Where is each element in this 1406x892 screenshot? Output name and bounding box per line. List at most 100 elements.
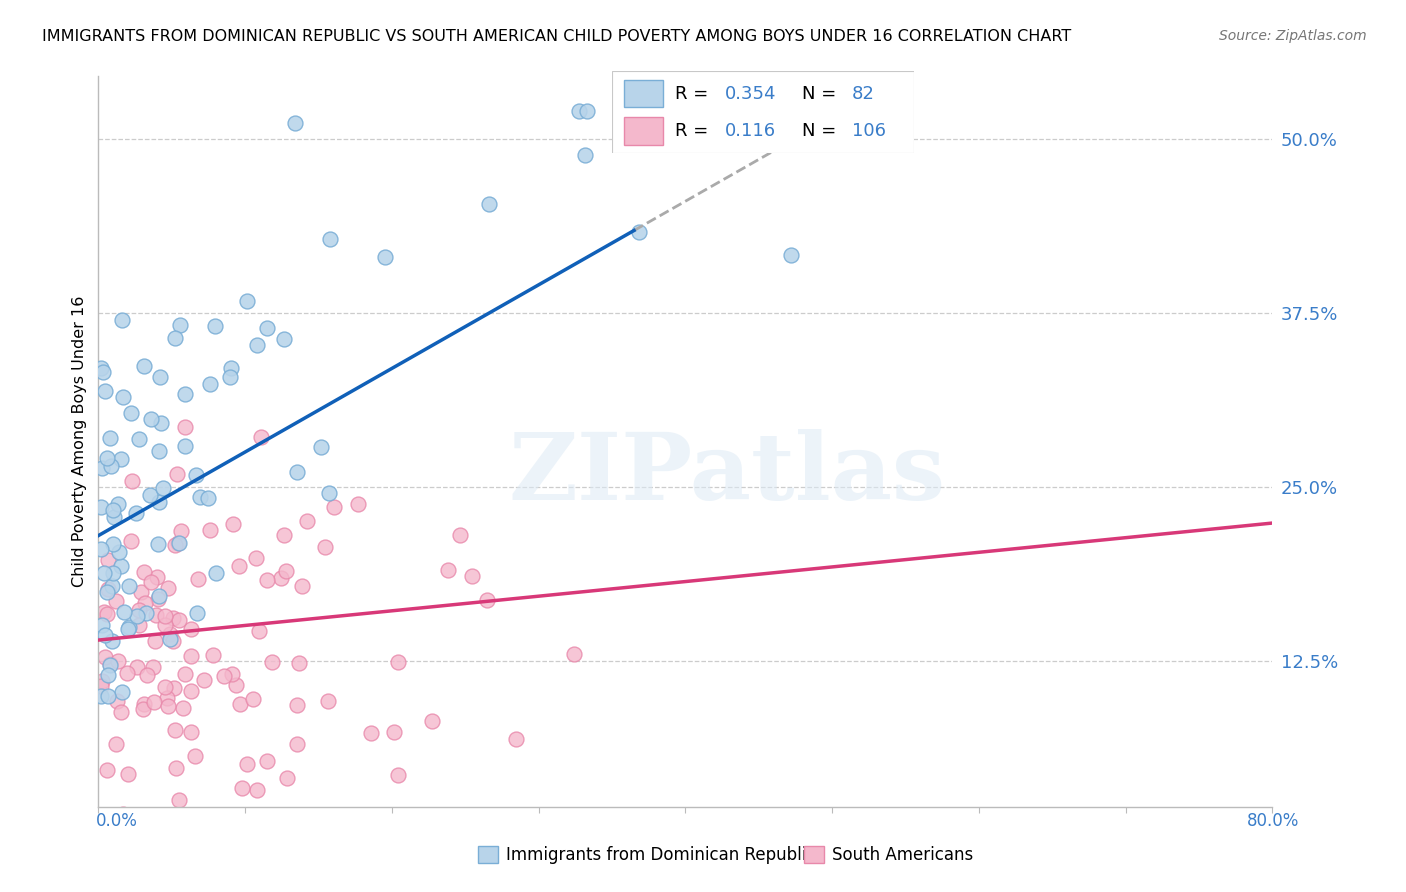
Point <box>173 387 195 401</box>
Point <box>112 807 135 822</box>
Point <box>174 439 197 453</box>
Point <box>218 369 240 384</box>
Point <box>688 122 710 136</box>
Text: R =: R = <box>675 85 714 103</box>
Point <box>139 488 162 502</box>
Point <box>436 563 458 577</box>
Point <box>162 634 184 648</box>
Point <box>461 568 484 582</box>
Point <box>148 591 170 606</box>
Point <box>117 622 139 636</box>
Point <box>91 365 114 379</box>
Point <box>112 605 135 619</box>
Point <box>148 589 170 603</box>
Point <box>100 579 122 593</box>
Point <box>90 674 112 689</box>
Point <box>197 491 219 505</box>
Point <box>172 701 194 715</box>
Point <box>165 723 187 737</box>
Point <box>107 655 129 669</box>
Point <box>125 609 148 624</box>
Point <box>221 516 243 531</box>
Point <box>387 655 409 669</box>
Point <box>165 761 187 775</box>
Point <box>180 725 202 739</box>
Point <box>374 250 396 264</box>
Point <box>779 248 801 262</box>
Point <box>273 528 295 542</box>
Point <box>155 680 177 694</box>
Point <box>163 331 186 345</box>
Point <box>236 757 259 772</box>
Point <box>97 553 120 567</box>
Point <box>162 681 184 696</box>
Point <box>382 724 405 739</box>
Point <box>231 781 253 796</box>
Point <box>121 475 143 489</box>
Point <box>93 628 115 642</box>
Point <box>276 772 298 786</box>
Y-axis label: Child Poverty Among Boys Under 16: Child Poverty Among Boys Under 16 <box>72 296 87 587</box>
Point <box>149 416 172 430</box>
Point <box>180 622 202 636</box>
Point <box>105 737 128 751</box>
Point <box>221 667 243 681</box>
Text: Immigrants from Dominican Republic: Immigrants from Dominican Republic <box>506 846 815 863</box>
Point <box>204 318 226 333</box>
Point <box>167 536 190 550</box>
Point <box>318 486 340 500</box>
Point <box>93 605 115 619</box>
Point <box>101 566 124 581</box>
Text: Source: ZipAtlas.com: Source: ZipAtlas.com <box>1219 29 1367 43</box>
Point <box>134 596 156 610</box>
Point <box>188 490 211 504</box>
Point <box>134 698 156 712</box>
Point <box>112 390 135 404</box>
Point <box>105 694 128 708</box>
Point <box>90 500 112 515</box>
Point <box>347 497 370 511</box>
Point <box>285 737 308 751</box>
Point <box>100 657 122 671</box>
Point <box>110 705 132 719</box>
Text: N =: N = <box>801 85 842 103</box>
Point <box>319 232 342 246</box>
Point <box>128 618 150 632</box>
Point <box>285 698 308 713</box>
Point <box>103 510 125 524</box>
Point <box>148 444 170 458</box>
Point <box>201 807 224 822</box>
Point <box>157 699 180 714</box>
Point <box>96 584 118 599</box>
Point <box>475 593 498 607</box>
Point <box>107 497 129 511</box>
Point <box>101 634 124 648</box>
Point <box>128 432 150 446</box>
Point <box>169 318 191 333</box>
Point <box>159 627 181 641</box>
Point <box>276 564 298 578</box>
Point <box>125 506 148 520</box>
Point <box>564 647 586 661</box>
Point <box>145 608 167 623</box>
Point <box>96 450 118 465</box>
Point <box>90 461 112 475</box>
Point <box>219 361 242 376</box>
Point <box>184 467 207 482</box>
Point <box>478 197 501 211</box>
Point <box>90 680 112 694</box>
Point <box>136 668 159 682</box>
Point <box>228 558 250 573</box>
Point <box>90 689 112 703</box>
Point <box>166 467 188 481</box>
Point <box>200 523 222 537</box>
Point <box>316 694 339 708</box>
Point <box>129 584 152 599</box>
Text: ZIPatlas: ZIPatlas <box>508 429 945 519</box>
Point <box>148 495 170 509</box>
Point <box>101 503 124 517</box>
Point <box>297 514 319 528</box>
FancyBboxPatch shape <box>624 79 664 107</box>
Point <box>568 103 591 118</box>
Text: 106: 106 <box>852 122 886 140</box>
